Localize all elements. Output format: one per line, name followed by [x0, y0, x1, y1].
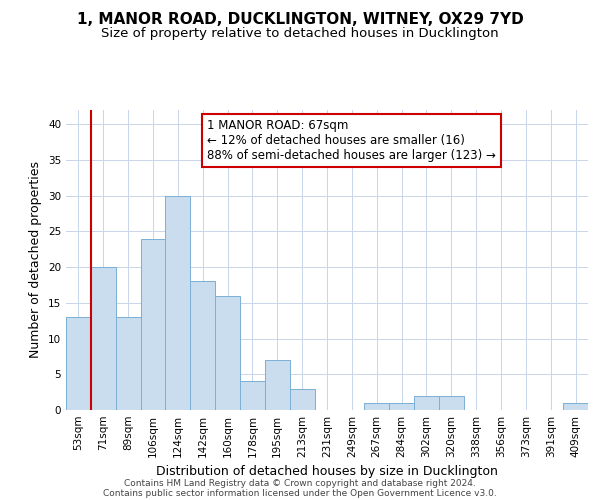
Text: Contains public sector information licensed under the Open Government Licence v3: Contains public sector information licen…	[103, 488, 497, 498]
Bar	[240, 382, 265, 410]
Bar	[166, 196, 190, 410]
Bar	[389, 403, 414, 410]
Bar	[563, 403, 588, 410]
Text: 1, MANOR ROAD, DUCKLINGTON, WITNEY, OX29 7YD: 1, MANOR ROAD, DUCKLINGTON, WITNEY, OX29…	[77, 12, 523, 28]
Bar	[290, 388, 314, 410]
Text: Contains HM Land Registry data © Crown copyright and database right 2024.: Contains HM Land Registry data © Crown c…	[124, 478, 476, 488]
X-axis label: Distribution of detached houses by size in Ducklington: Distribution of detached houses by size …	[156, 466, 498, 478]
Bar	[190, 282, 215, 410]
Bar	[66, 317, 91, 410]
Text: 1 MANOR ROAD: 67sqm
← 12% of detached houses are smaller (16)
88% of semi-detach: 1 MANOR ROAD: 67sqm ← 12% of detached ho…	[207, 119, 496, 162]
Bar	[439, 396, 464, 410]
Bar	[265, 360, 290, 410]
Bar	[91, 267, 116, 410]
Bar	[414, 396, 439, 410]
Y-axis label: Number of detached properties: Number of detached properties	[29, 162, 43, 358]
Bar	[215, 296, 240, 410]
Text: Size of property relative to detached houses in Ducklington: Size of property relative to detached ho…	[101, 28, 499, 40]
Bar	[140, 238, 166, 410]
Bar	[364, 403, 389, 410]
Bar	[116, 317, 140, 410]
